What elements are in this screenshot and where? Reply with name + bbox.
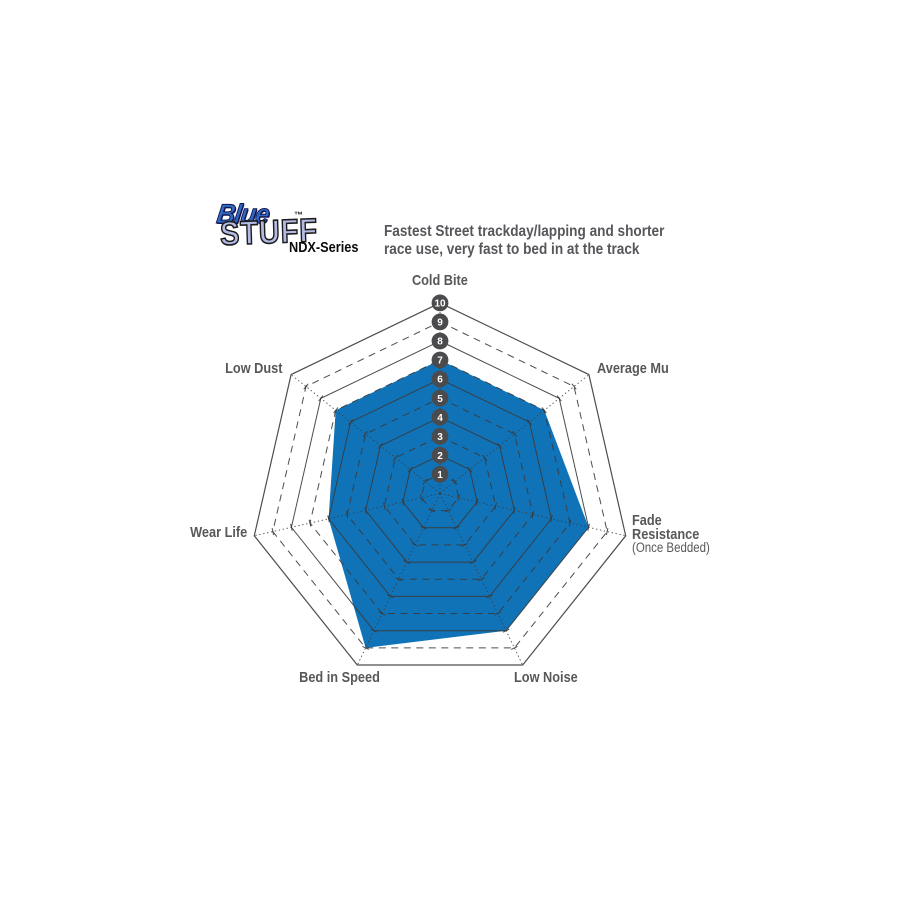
product-description: Fastest Street trackday/lapping and shor… (384, 223, 714, 259)
scale-marker-label: 1 (437, 470, 443, 481)
scale-marker-6 (431, 370, 449, 388)
radar-series-polygon (328, 360, 589, 648)
scale-marker-10 (431, 294, 449, 312)
scale-marker-9 (431, 313, 449, 331)
axis-label-cold-bite: Cold Bite (412, 272, 468, 289)
axis-label-low-noise: Low Noise (514, 669, 578, 686)
scale-marker-label: 2 (437, 451, 443, 462)
scale-marker-label: 3 (437, 432, 443, 443)
axis-label-wear-life: Wear Life (189, 524, 247, 541)
axis-label-low-dust: Low Dust (224, 360, 282, 377)
scale-marker-8 (431, 332, 449, 350)
scale-marker-label: 8 (437, 337, 443, 348)
scale-marker-label: 6 (437, 375, 443, 386)
description-line-1: Fastest Street trackday/lapping and shor… (384, 223, 665, 240)
axis-label-average-mu: Average Mu (597, 360, 669, 377)
description-line-2: race use, very fast to bed in at the tra… (384, 241, 640, 258)
axis-label-fade-resistance: Fade Resistance (Once Bedded) (632, 512, 710, 555)
series-label: NDX-Series (289, 239, 359, 256)
scale-marker-3 (431, 427, 449, 445)
scale-marker-1 (431, 465, 449, 483)
scale-marker-label: 10 (434, 299, 446, 310)
bluestuff-logo: Blue STUFF ™ (197, 198, 322, 268)
radar-grid-rings (253, 302, 627, 666)
scale-marker-label: 9 (437, 318, 443, 329)
radar-scale-markers: 10 9 8 7 6 5 4 3 2 1 (431, 294, 449, 483)
scale-marker-4 (431, 408, 449, 426)
scale-marker-label: 7 (437, 356, 443, 367)
scale-marker-2 (431, 446, 449, 464)
scale-marker-label: 5 (437, 394, 443, 405)
axis-label-bed-in-speed: Bed in Speed (299, 669, 381, 686)
scale-marker-7 (431, 351, 449, 369)
scale-marker-5 (431, 389, 449, 407)
scale-marker-label: 4 (437, 413, 443, 424)
trademark-symbol: ™ (294, 210, 303, 220)
